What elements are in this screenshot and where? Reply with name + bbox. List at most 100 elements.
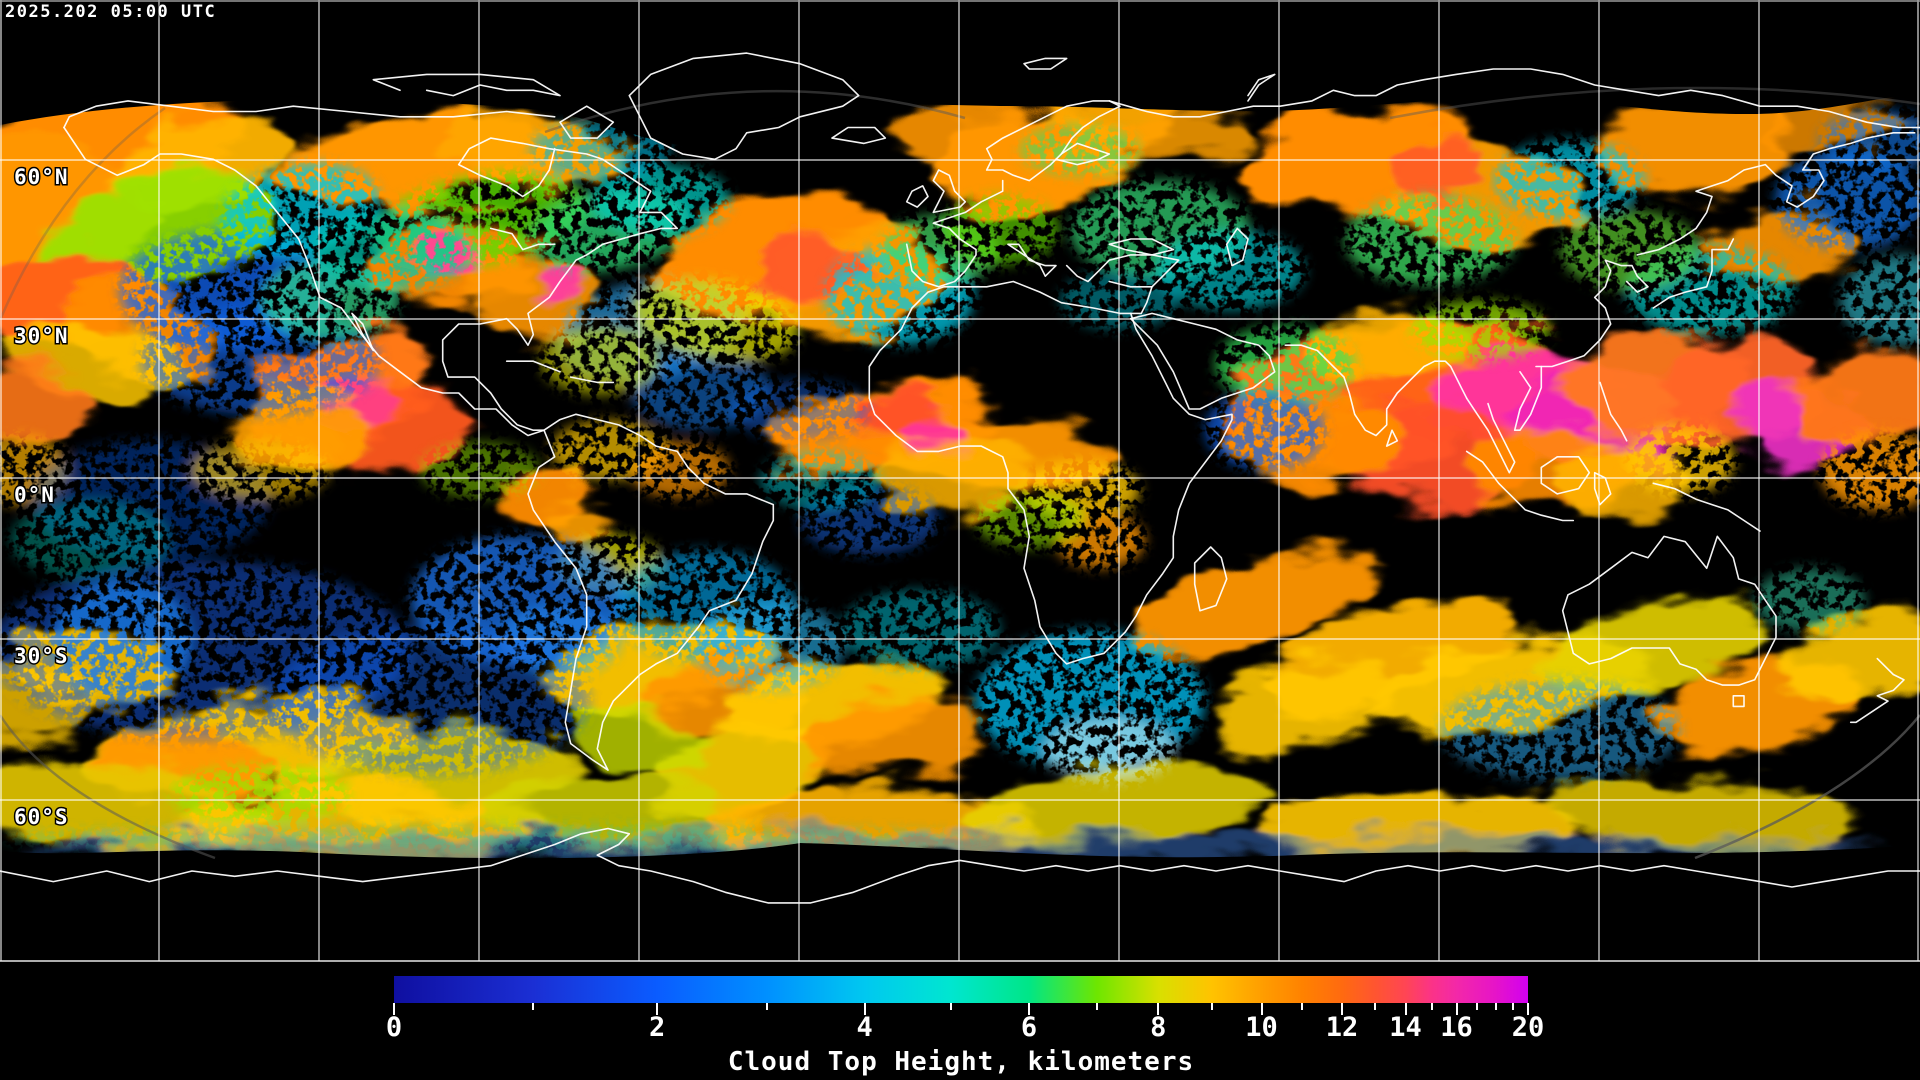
colorbar-tick-label: 8	[1150, 1012, 1167, 1043]
cloud-blob	[1215, 325, 1355, 405]
colorbar-major-tick	[656, 1003, 659, 1015]
coastline-path	[1193, 546, 1228, 612]
coastline-path	[559, 105, 615, 139]
colorbar-minor-tick	[1475, 1003, 1478, 1010]
coastline-path	[1652, 482, 1761, 532]
colorbar-major-tick	[1404, 1003, 1407, 1015]
cloud-blob	[1345, 195, 1515, 285]
colorbar-tick-label: 16	[1440, 1012, 1473, 1043]
limb-arc	[0, 714, 216, 860]
coastline-path	[985, 100, 1121, 182]
colorbar-gradient	[394, 976, 1528, 1003]
colorbar-tick-label: 14	[1389, 1012, 1422, 1043]
coastline-path	[1284, 344, 1468, 437]
latitude-label: 30°N	[14, 324, 69, 348]
coastline-path	[1465, 397, 1516, 474]
coastline-path	[63, 126, 545, 437]
limb-arc	[0, 106, 166, 321]
coastline-path	[1465, 450, 1575, 522]
cloud-layer	[0, 94, 1920, 859]
colorbar-tick-label: 10	[1245, 1012, 1278, 1043]
cloud-blob	[1775, 150, 1920, 250]
cloud-blob	[190, 440, 330, 500]
latitude-label: 30°S	[14, 644, 69, 668]
colorbar-major-tick	[393, 1003, 395, 1015]
cloud-blob	[1820, 110, 1920, 170]
colorbar-minor-tick	[1301, 1003, 1304, 1010]
coastline-path	[63, 100, 556, 129]
coastline-path	[628, 52, 860, 161]
colorbar-tick-label: 20	[1511, 1012, 1545, 1043]
cloud-blob	[534, 262, 586, 298]
cloud-blob	[1755, 568, 1865, 632]
cloud-blob	[410, 535, 630, 665]
colorbar-caption: Cloud Top Height, kilometers	[727, 1047, 1195, 1077]
timestamp-label: 2025.202 05:00 UTC	[5, 2, 217, 22]
cloud-blob	[1560, 210, 1700, 290]
coastline-path	[527, 413, 775, 771]
colorbar-minor-tick	[1096, 1003, 1099, 1010]
colorbar-minor-tick	[1495, 1003, 1498, 1010]
coastline-path	[905, 179, 1004, 288]
cloud-blob	[730, 380, 870, 440]
graticule	[0, 0, 1920, 961]
colorbar-major-tick	[1028, 1003, 1031, 1015]
cloud-blob	[1133, 553, 1377, 657]
cloud-blob	[530, 120, 670, 180]
colorbar-tick-label: 12	[1325, 1012, 1359, 1043]
cloud-blob	[903, 410, 967, 454]
coastline-path	[1007, 243, 1057, 278]
cloud-blob	[573, 699, 707, 781]
coastline-path	[1055, 142, 1111, 166]
cloud-blob	[695, 600, 845, 690]
coastline-path	[1225, 227, 1249, 267]
cloud-blob	[840, 590, 1000, 670]
coastline-path	[1732, 694, 1745, 708]
cloud-blob	[940, 195, 1060, 265]
cloud-blob	[310, 210, 470, 290]
coastline-path	[1513, 365, 1543, 432]
coastline-path	[1129, 285, 1153, 315]
cloud-blob	[1440, 680, 1680, 780]
cloud-blob	[1605, 105, 1795, 195]
coastline-path	[1108, 238, 1175, 256]
coastline-path	[1129, 312, 1276, 410]
cloud-blob	[1840, 255, 1920, 345]
colorbar-minor-tick	[1373, 1003, 1376, 1010]
cloud-blob	[1550, 774, 1850, 856]
cloud-blob	[631, 277, 799, 363]
cloud-blob	[170, 765, 350, 825]
world-map: 60°N 30°N 0°N 30°S 60°S	[0, 0, 1920, 962]
coastline-path	[1065, 254, 1180, 288]
cloud-layer-speckled	[0, 110, 1920, 850]
coastline-path	[0, 827, 1920, 904]
coastline-path	[1636, 132, 1916, 256]
coastline-path	[1652, 238, 1735, 309]
coastline-path	[1247, 73, 1276, 102]
coastline-path	[1385, 429, 1399, 447]
colorbar-tick-label: 4	[856, 1012, 873, 1043]
latitude-label: 60°S	[14, 805, 69, 829]
cloud-blob	[0, 365, 90, 445]
colorbar-tick-label: 2	[648, 1012, 666, 1043]
coastline-path	[932, 169, 967, 214]
colorbar-major-tick	[1527, 1003, 1529, 1015]
coastline-path	[489, 227, 556, 251]
cloud-blob	[1795, 345, 1920, 445]
cloud-blob	[1625, 425, 1735, 495]
coastline-path	[372, 73, 561, 97]
coastline-path	[505, 360, 561, 373]
colorbar-major-tick	[1341, 1003, 1344, 1015]
cloud-blob	[975, 492, 1085, 548]
cloud-blob	[1216, 662, 1404, 748]
cloud-blob	[760, 450, 880, 510]
colorbar-tick-label: 6	[1020, 1012, 1038, 1043]
coastline-path	[1561, 535, 1777, 686]
cloud-blob	[540, 325, 660, 395]
coastline-path	[1535, 259, 1649, 368]
latitude-label: 60°N	[14, 165, 69, 189]
latitude-label: 0°N	[14, 483, 55, 507]
colorbar-minor-tick	[1430, 1003, 1433, 1010]
coastline-path	[569, 376, 615, 384]
